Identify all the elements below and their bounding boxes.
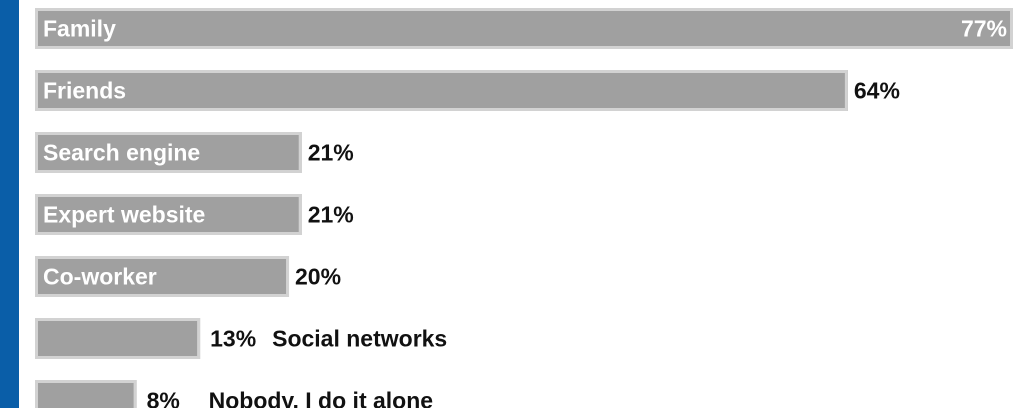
category-label-co-worker: Co-worker (43, 264, 157, 290)
value-label-friends: 64% (854, 78, 900, 104)
bar-edge-nobody-i-do-it-alone (35, 380, 137, 408)
value-label-expert-website: 21% (308, 202, 354, 228)
value-label-social-networks: 13% (210, 326, 256, 352)
value-label-family: 77% (961, 16, 1007, 42)
bar-search-engine (35, 132, 302, 173)
bar-group-social-networks: 13% Social networks (35, 318, 447, 359)
bar-nobody-i-do-it-alone (35, 380, 137, 408)
bar-social-networks (35, 318, 201, 359)
bar-edge-social-networks (35, 318, 201, 359)
bar-group-family: Family 77% (35, 8, 1013, 49)
bar-expert-website (35, 194, 302, 235)
bar-family (35, 8, 1013, 49)
category-label-nobody-i-do-it-alone: Nobody, I do it alone (209, 388, 433, 408)
bar-co-worker (35, 256, 290, 297)
bar-group-nobody-i-do-it-alone: 8% Nobody, I do it alone (35, 380, 433, 408)
bar-group-co-worker: Co-worker 20% (35, 256, 341, 297)
category-label-friends: Friends (43, 78, 126, 104)
bar-edge-co-worker (35, 256, 290, 297)
bar-edge-friends (35, 70, 848, 111)
accent-strip (0, 0, 19, 408)
bar-group-expert-website: Expert website 21% (35, 194, 354, 235)
value-label-co-worker: 20% (295, 264, 341, 290)
category-label-search-engine: Search engine (43, 140, 200, 166)
bar-edge-expert-website (35, 194, 302, 235)
value-label-nobody-i-do-it-alone: 8% (147, 388, 180, 408)
bar-group-search-engine: Search engine 21% (35, 132, 354, 173)
bar-edge-search-engine (35, 132, 302, 173)
bar-edge-family (35, 8, 1013, 49)
category-label-social-networks: Social networks (272, 326, 447, 352)
value-label-search-engine: 21% (308, 140, 354, 166)
bar-group-friends: Friends 64% (35, 70, 900, 111)
category-label-expert-website: Expert website (43, 202, 205, 228)
bar-friends (35, 70, 848, 111)
category-label-family: Family (43, 16, 116, 42)
